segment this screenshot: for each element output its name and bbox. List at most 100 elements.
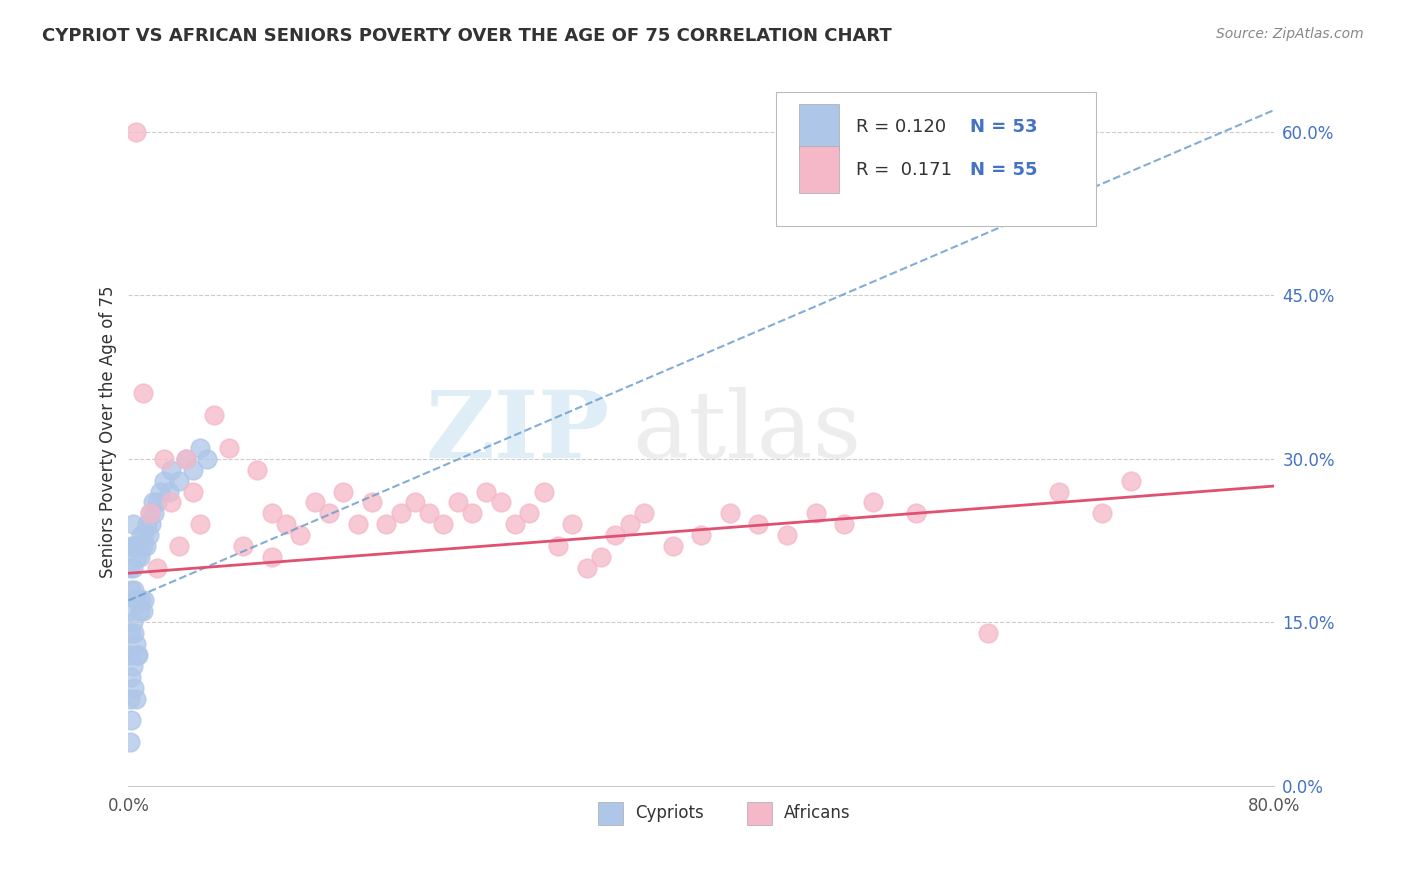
Point xyxy=(136,517,159,532)
Point xyxy=(120,626,142,640)
Point xyxy=(389,506,412,520)
Point xyxy=(519,506,541,520)
Text: N = 55: N = 55 xyxy=(970,161,1038,178)
Point xyxy=(776,528,799,542)
Point xyxy=(131,528,153,542)
Point xyxy=(202,409,225,423)
Bar xyxy=(799,104,838,150)
Point xyxy=(547,539,569,553)
Point xyxy=(804,506,827,520)
Point xyxy=(142,495,165,509)
Point xyxy=(304,495,326,509)
Text: ZIP: ZIP xyxy=(425,386,610,476)
Point xyxy=(475,484,498,499)
Point xyxy=(121,615,143,630)
Text: Source: ZipAtlas.com: Source: ZipAtlas.com xyxy=(1216,27,1364,41)
Point xyxy=(167,539,190,553)
Point xyxy=(181,484,204,499)
Text: atlas: atlas xyxy=(633,386,862,476)
Point xyxy=(290,528,312,542)
Point xyxy=(118,648,141,662)
Point xyxy=(124,691,146,706)
Point xyxy=(633,506,655,520)
Point xyxy=(122,582,145,597)
Point xyxy=(432,517,454,532)
Point xyxy=(139,506,162,520)
Point xyxy=(1091,506,1114,520)
Point xyxy=(589,549,612,564)
Point xyxy=(121,517,143,532)
Point xyxy=(118,561,141,575)
Point xyxy=(1047,484,1070,499)
Point xyxy=(976,626,998,640)
Point xyxy=(375,517,398,532)
Point xyxy=(690,528,713,542)
Point xyxy=(139,506,162,520)
Point xyxy=(661,539,683,553)
Point xyxy=(274,517,297,532)
Text: R = 0.120: R = 0.120 xyxy=(856,118,946,136)
Point xyxy=(143,506,166,520)
Point xyxy=(120,539,142,553)
Point xyxy=(122,626,145,640)
Point xyxy=(1119,474,1142,488)
Point xyxy=(118,691,141,706)
Point xyxy=(120,582,142,597)
Text: Africans: Africans xyxy=(783,805,851,822)
Point xyxy=(146,561,169,575)
Point xyxy=(134,528,156,542)
Point xyxy=(128,593,150,607)
Point xyxy=(132,604,155,618)
Text: CYPRIOT VS AFRICAN SENIORS POVERTY OVER THE AGE OF 75 CORRELATION CHART: CYPRIOT VS AFRICAN SENIORS POVERTY OVER … xyxy=(42,27,891,45)
Point xyxy=(125,648,148,662)
Bar xyxy=(747,802,772,825)
Point xyxy=(141,517,163,532)
FancyBboxPatch shape xyxy=(776,92,1097,227)
Point xyxy=(125,593,148,607)
Point xyxy=(332,484,354,499)
Point xyxy=(128,539,150,553)
Point xyxy=(128,648,150,662)
Point xyxy=(246,463,269,477)
Point xyxy=(134,593,156,607)
Point xyxy=(132,386,155,401)
Point xyxy=(718,506,741,520)
Point xyxy=(122,539,145,553)
Point xyxy=(447,495,470,509)
Text: R =  0.171: R = 0.171 xyxy=(856,161,952,178)
Point xyxy=(124,539,146,553)
Point xyxy=(575,561,598,575)
Point xyxy=(418,506,440,520)
Point xyxy=(146,495,169,509)
Bar xyxy=(799,146,838,193)
Point xyxy=(160,463,183,477)
Point xyxy=(503,517,526,532)
Point xyxy=(131,593,153,607)
Point xyxy=(132,539,155,553)
Point xyxy=(122,681,145,695)
Point xyxy=(124,125,146,139)
Point xyxy=(360,495,382,509)
Point xyxy=(862,495,884,509)
Point xyxy=(129,604,152,618)
Point xyxy=(218,441,240,455)
Point xyxy=(124,637,146,651)
Point xyxy=(153,451,176,466)
Point xyxy=(149,484,172,499)
Point xyxy=(120,714,142,728)
Point xyxy=(260,506,283,520)
Point xyxy=(605,528,627,542)
Point xyxy=(232,539,254,553)
Bar xyxy=(598,802,623,825)
Point xyxy=(174,451,197,466)
Point xyxy=(160,495,183,509)
Point xyxy=(533,484,555,499)
Point xyxy=(138,528,160,542)
Point xyxy=(346,517,368,532)
Point xyxy=(167,474,190,488)
Text: N = 53: N = 53 xyxy=(970,118,1038,136)
Point xyxy=(118,604,141,618)
Point xyxy=(404,495,426,509)
Point xyxy=(834,517,856,532)
Point xyxy=(188,441,211,455)
